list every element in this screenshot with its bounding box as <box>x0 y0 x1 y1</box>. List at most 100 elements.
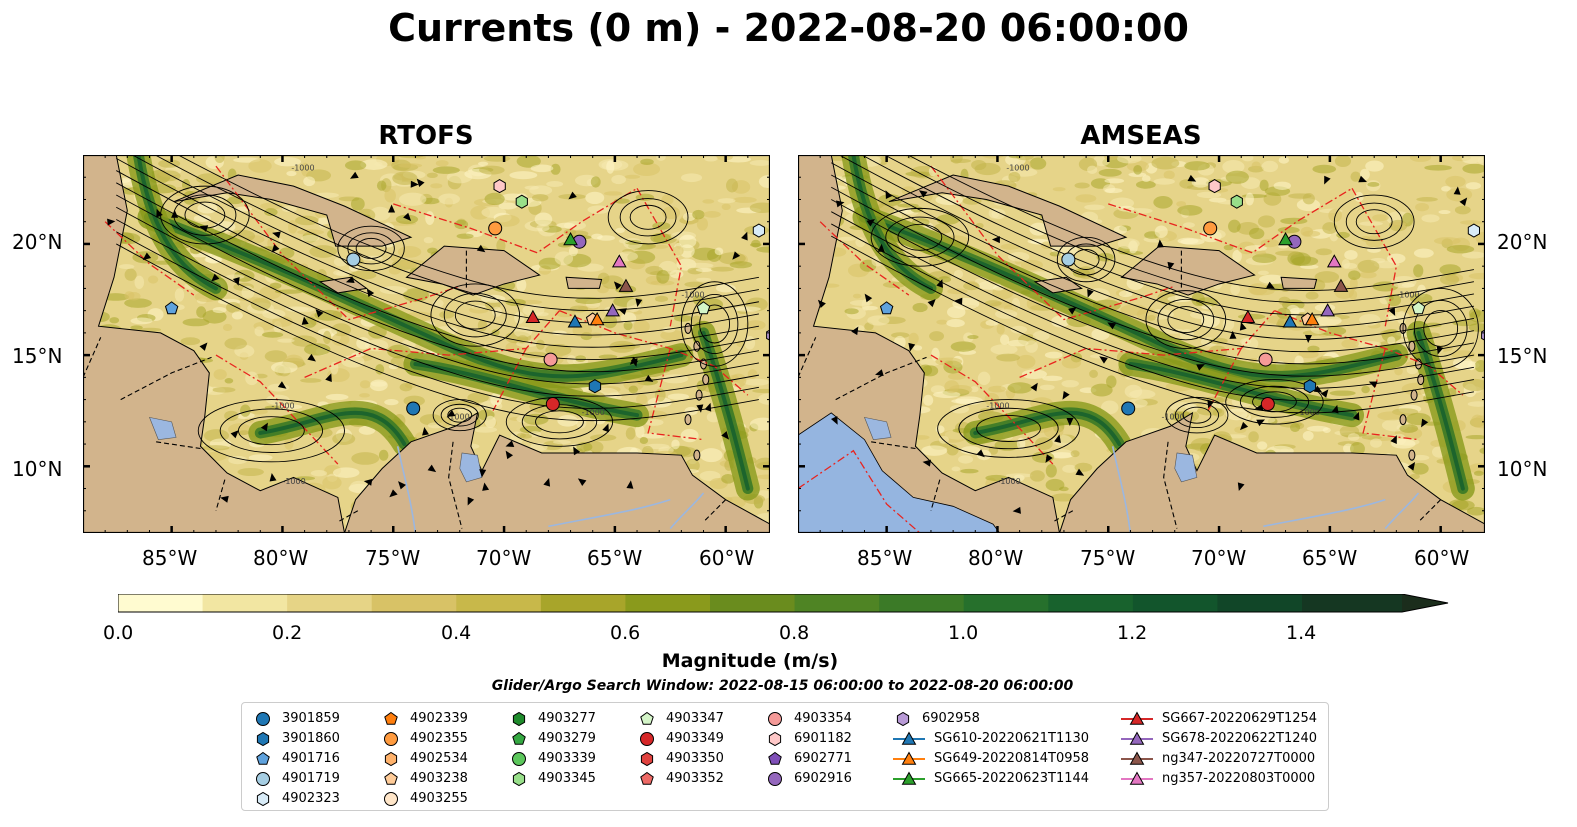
colorbar-tick: 1.2 <box>1117 622 1148 644</box>
legend-label: 4903354 <box>794 710 852 726</box>
platform-marker-4903354[interactable] <box>543 352 558 367</box>
platform-marker-4902355[interactable] <box>1203 221 1218 236</box>
legend-label: 4902323 <box>282 790 340 806</box>
legend-entry: 4903279 <box>508 728 596 748</box>
legend-marker-icon <box>512 711 526 727</box>
colorbar-segment <box>456 594 542 612</box>
legend-label: 6902771 <box>794 750 852 766</box>
colorbar-tick: 1.4 <box>1286 622 1317 644</box>
platform-marker-4902323[interactable] <box>752 223 765 238</box>
hispaniola-landmass <box>1120 245 1256 296</box>
legend-marker-icon <box>256 751 270 765</box>
map-rtofs: -1000 -1000 -1000 -1000 -1000 -1000 <box>83 155 770 533</box>
island <box>1408 340 1416 352</box>
legend-label: 4901716 <box>282 750 340 766</box>
platform-marker-ng347-20220727T0000[interactable] <box>618 278 634 292</box>
legend-entry: 4901716 <box>252 748 340 768</box>
platform-marker-SG610-20220621T1130[interactable] <box>1282 314 1298 328</box>
platform-marker-4903345[interactable] <box>1230 194 1243 209</box>
platform-marker-4903349[interactable] <box>545 397 560 412</box>
platform-marker-SG667-20220629T1254[interactable] <box>525 309 541 324</box>
platform-marker-4901716[interactable] <box>164 301 179 315</box>
colorbar-segment <box>1048 594 1134 612</box>
platform-marker-SG678-20220622T1240[interactable] <box>605 303 621 317</box>
lon-label: 60°W <box>1414 546 1470 570</box>
platform-marker-4901719[interactable] <box>1061 252 1076 267</box>
lon-label: 75°W <box>365 546 421 570</box>
lon-label: 85°W <box>857 546 913 570</box>
platform-marker-SG649-20220814T0958[interactable] <box>1304 312 1320 326</box>
streamlines <box>831 155 1479 458</box>
platform-marker-SG667-20220629T1254[interactable] <box>1240 309 1256 324</box>
platform-marker-3901860[interactable] <box>1303 379 1317 394</box>
platform-marker-SG649-20220814T0958[interactable] <box>589 312 605 326</box>
platform-marker-6901182[interactable] <box>493 179 506 194</box>
legend-marker-icon <box>893 751 925 765</box>
platform-marker-SG665-20220623T1144[interactable] <box>1278 231 1293 246</box>
platform-marker-4901716[interactable] <box>879 301 894 315</box>
platform-marker-SG665-20220623T1144[interactable] <box>563 231 578 246</box>
legend-entry: SG667-20220629T1254 <box>1120 708 1317 728</box>
island <box>684 414 692 426</box>
lon-label: 80°W <box>968 546 1024 570</box>
legend-marker-icon <box>256 712 270 726</box>
platform-marker-SG610-20220621T1130[interactable] <box>567 314 583 328</box>
colorbar-tick: 1.0 <box>948 622 979 644</box>
platform-marker-4902323[interactable] <box>1467 223 1480 238</box>
legend-column: 4902339 4902355 4902534 4903238 4903255 <box>380 708 468 808</box>
lake-nicaragua <box>864 416 892 440</box>
platform-marker-4903347[interactable] <box>1411 301 1426 315</box>
central-america-landmass <box>83 155 346 533</box>
platform-marker-4903347[interactable] <box>696 301 711 315</box>
streamlines <box>116 155 759 463</box>
streamline-arrows <box>107 171 748 506</box>
search-window-caption: Glider/Argo Search Window: 2022-08-15 06… <box>491 678 1074 694</box>
legend-label: 4902355 <box>410 730 468 746</box>
bathymetry-label: -1000 <box>986 401 1009 410</box>
platform-marker-4903345[interactable] <box>515 194 528 209</box>
legend-label: ng357-20220803T0000 <box>1162 770 1316 786</box>
island <box>1410 389 1418 401</box>
country-borders <box>83 250 727 529</box>
colorbar-segment <box>625 594 711 612</box>
legend: 3901859 3901860 4901716 4901719 4902323 49023… <box>241 702 1329 811</box>
rivers <box>1111 446 1420 533</box>
legend-entry: 4903349 <box>636 728 724 748</box>
platform-marker-SG678-20220622T1240[interactable] <box>1320 303 1336 317</box>
island <box>693 449 701 461</box>
bathymetry-label: -1000 <box>997 477 1020 486</box>
legend-label: 6901182 <box>794 730 852 746</box>
bathymetry-label: -1000 <box>681 290 704 299</box>
legend-entry: 6902771 <box>764 748 852 768</box>
colorbar-tick: 0.2 <box>272 622 303 644</box>
platform-marker-ng347-20220727T0000[interactable] <box>1333 278 1349 292</box>
legend-entry: 4903347 <box>636 708 724 728</box>
puerto-rico-landmass <box>565 276 603 289</box>
legend-entry: 3901859 <box>252 708 340 728</box>
platform-marker-6901182[interactable] <box>1208 179 1221 194</box>
legend-label: 4903255 <box>410 790 468 806</box>
lat-label-left: 20°N <box>12 230 63 254</box>
legend-marker-icon <box>256 772 270 786</box>
platform-marker-4901719[interactable] <box>346 252 361 267</box>
panel-title-amseas: AMSEAS <box>1080 121 1202 151</box>
lakes <box>149 416 483 483</box>
lake-maracaibo <box>459 452 483 483</box>
platform-marker-4902355[interactable] <box>488 221 503 236</box>
platform-marker-3901859[interactable] <box>1121 401 1136 416</box>
platform-marker-3901860[interactable] <box>588 379 602 394</box>
legend-column: 4903347 4903349 4903350 4903352 <box>636 708 724 788</box>
legend-marker-icon <box>640 711 654 725</box>
legend-marker-icon <box>384 792 398 806</box>
platform-marker-3901859[interactable] <box>406 401 421 416</box>
platform-marker-ng357-20220803T0000[interactable] <box>611 254 627 268</box>
platform-marker-4903349[interactable] <box>1260 397 1275 412</box>
lat-label-right: 10°N <box>1497 457 1548 481</box>
legend-entry: 4902534 <box>380 748 468 768</box>
colorbar-segment <box>202 594 288 612</box>
lakes <box>864 416 1198 483</box>
platform-marker-4903354[interactable] <box>1258 352 1273 367</box>
platform-marker-ng357-20220803T0000[interactable] <box>1326 254 1342 268</box>
colorbar-gradient <box>117 593 1449 613</box>
colorbar-segment <box>371 594 457 612</box>
